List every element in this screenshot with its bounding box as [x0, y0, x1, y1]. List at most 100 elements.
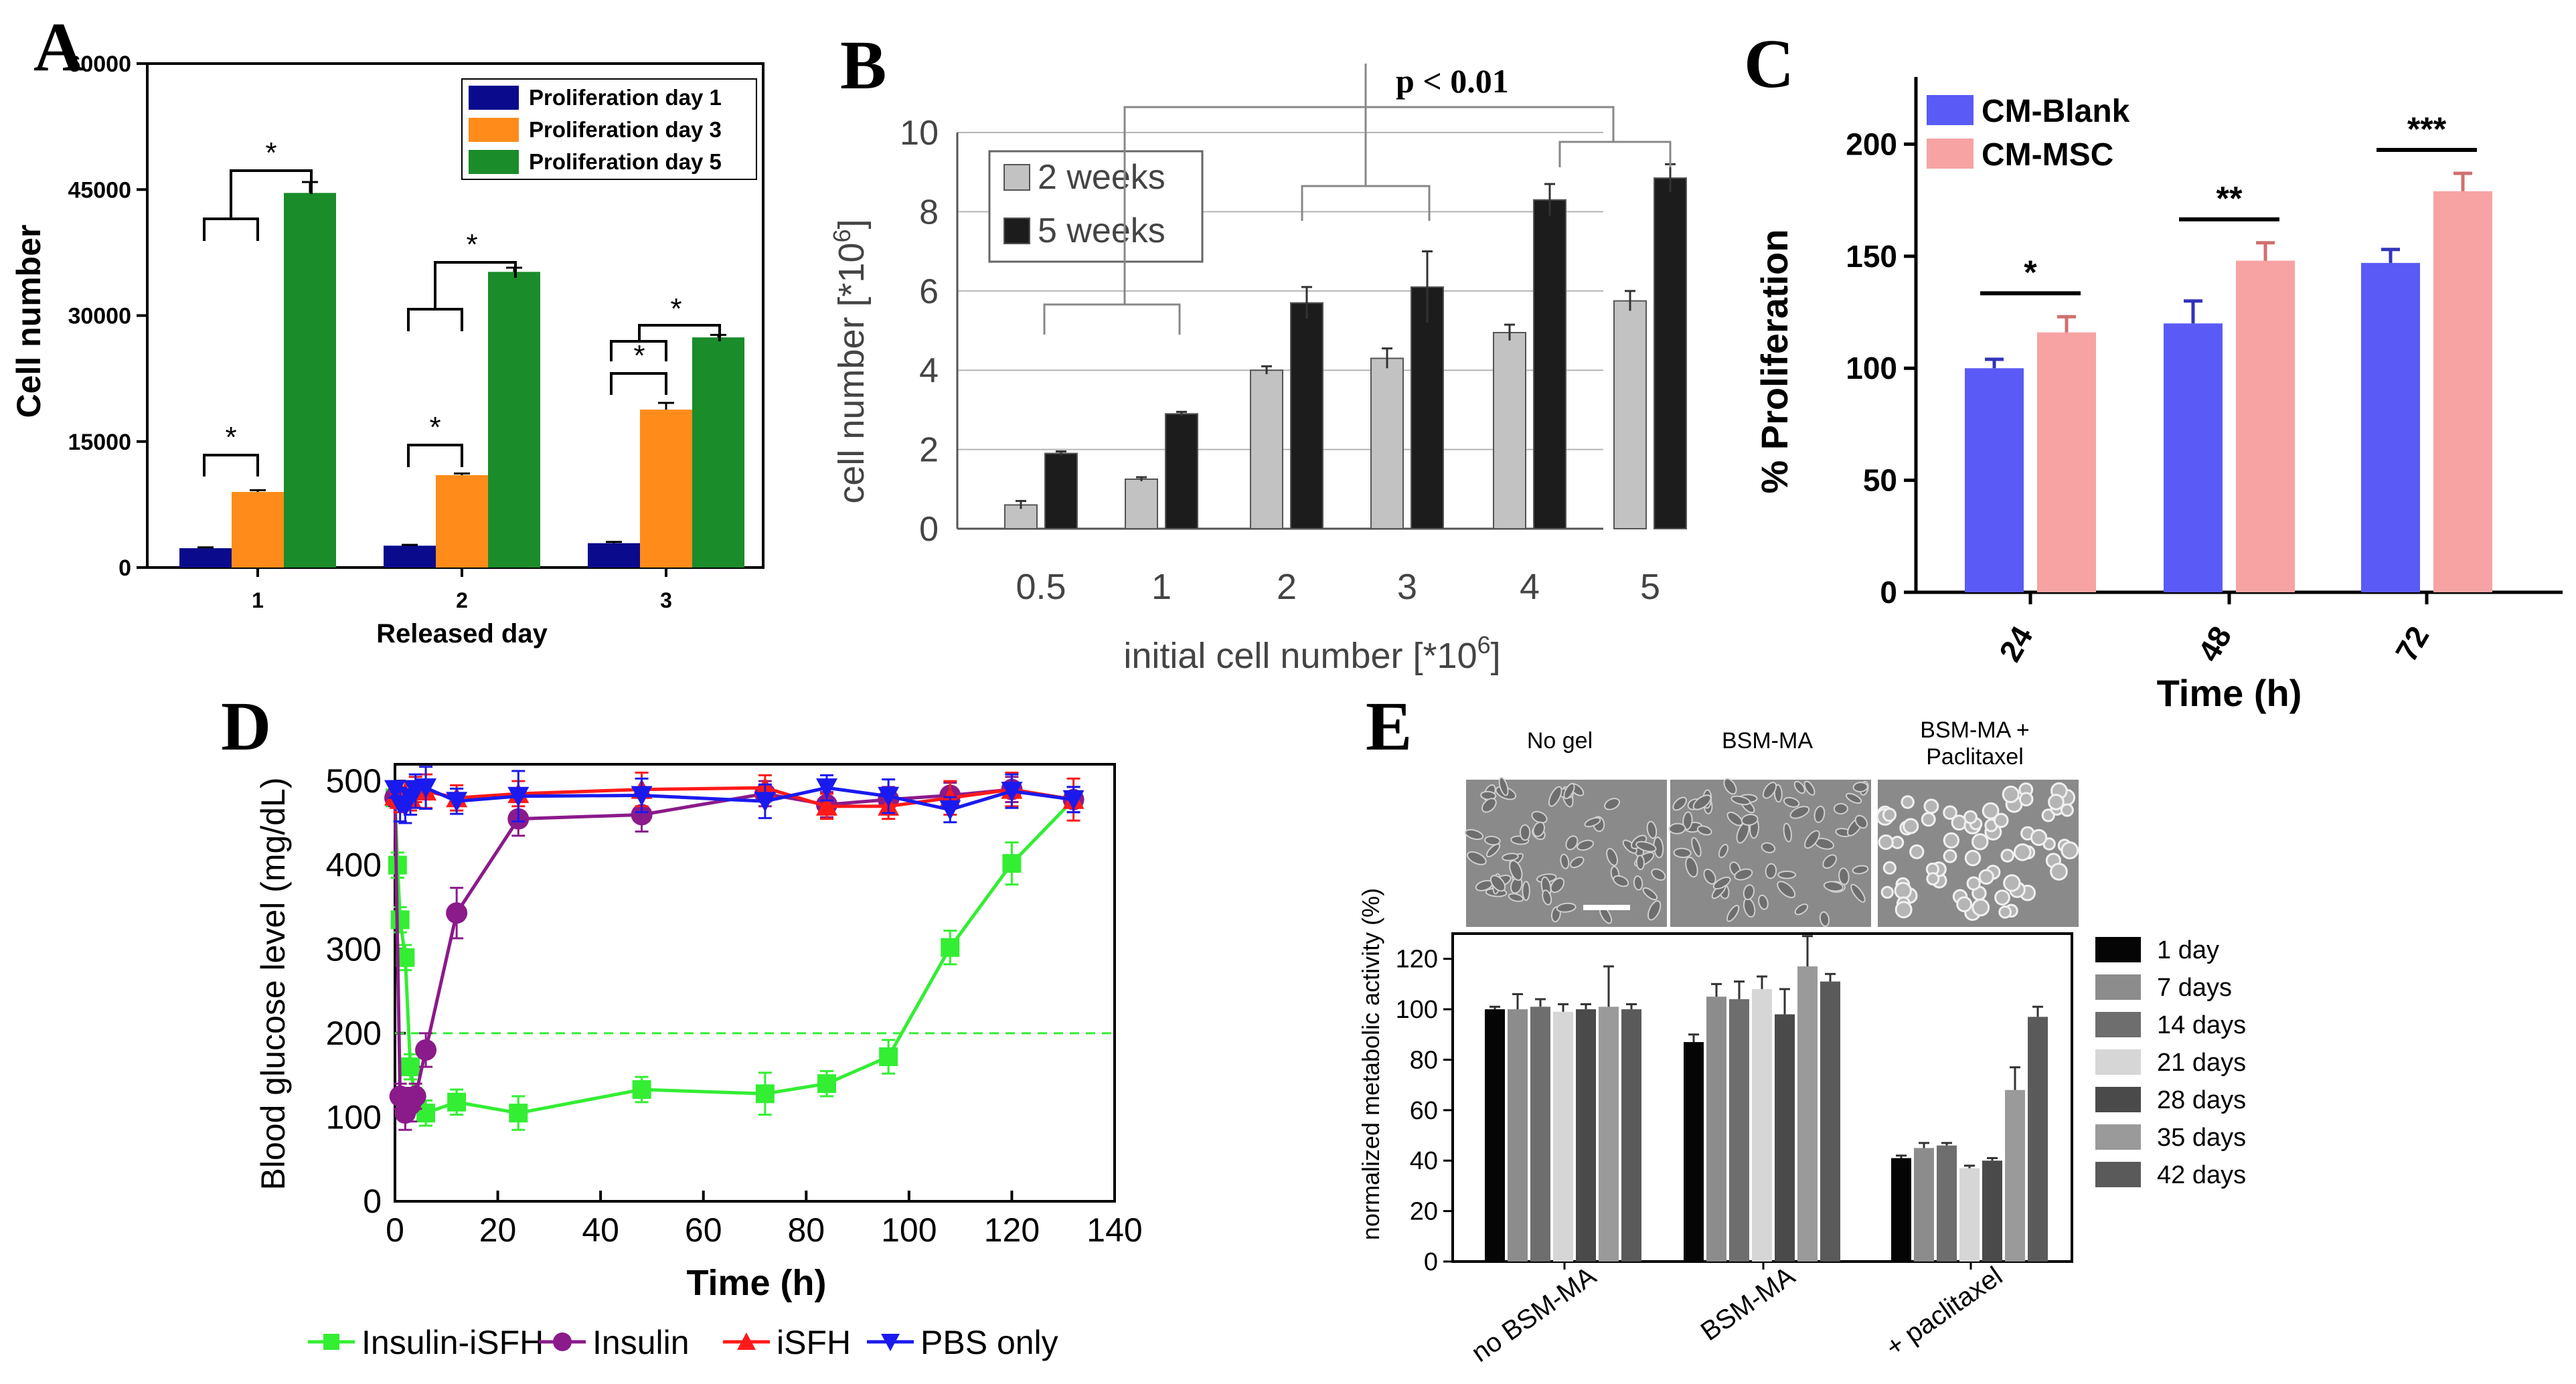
panel-a-xtick-label: 2	[456, 588, 468, 612]
panel-a-bar	[692, 337, 744, 568]
panel-b-legend-label: 2 weeks	[1038, 158, 1165, 197]
micrograph-cell	[1692, 794, 1712, 810]
micrograph-cell	[1882, 861, 1897, 875]
panel-b-xlabel-end: ]	[1491, 636, 1501, 676]
panel-d-marker	[754, 792, 776, 812]
panel-b-bar	[1125, 479, 1158, 529]
panel-a-xtick-label: 3	[660, 588, 672, 612]
micrograph-cell	[1819, 911, 1830, 927]
panel-e-bar	[1621, 1009, 1641, 1262]
micrograph-cell	[1485, 843, 1501, 858]
micrograph-cell	[1978, 869, 1994, 885]
panel-b-xtick-label: 5	[1640, 567, 1660, 607]
panel-a-significance-star: *	[633, 339, 645, 372]
panel-e-bar	[1530, 1007, 1550, 1262]
micrograph-cell	[1532, 821, 1545, 837]
micrograph-cell	[1783, 823, 1792, 843]
panel-label-e: E	[1366, 688, 1412, 765]
panel-e-xtick-label: no BSM-MA	[1466, 1261, 1601, 1368]
panel-d-ytick-label: 200	[326, 1015, 382, 1052]
panel-a-significance-bracket	[610, 372, 667, 395]
micrograph-cell	[1696, 825, 1712, 836]
micrograph-cell	[1464, 829, 1484, 841]
panel-d-line	[393, 788, 1074, 1118]
panel-c-significance-star: ***	[2407, 110, 2447, 148]
micrograph-cell	[1982, 802, 2000, 820]
panel-d-ytick-label: 0	[363, 1183, 382, 1220]
micrograph-cell	[1926, 872, 1940, 886]
panel-c-legend-label: CM-Blank	[1982, 94, 2130, 129]
panel-b-xlabel: initial cell number [*106]	[1123, 631, 1500, 676]
panel-d-marker	[404, 1086, 426, 1108]
panel-label-c: C	[1744, 25, 1794, 102]
panel-b-bracket	[1301, 185, 1431, 221]
panel-e-bar	[1937, 1145, 1957, 1262]
panel-e-legend-label: 35 days	[2157, 1124, 2246, 1152]
micrograph-cell	[1723, 778, 1737, 795]
micrograph-cell	[1777, 881, 1796, 899]
micrograph-cell	[1570, 856, 1585, 869]
micrograph-cell	[1943, 849, 1957, 863]
panel-c-xtick-label: 72	[2389, 620, 2436, 667]
panel-a-bar	[384, 545, 436, 568]
panel-a-bar	[232, 492, 284, 568]
panel-b-xtick-label: 3	[1397, 567, 1417, 607]
micrograph-cell	[2048, 794, 2065, 810]
panel-e-xtick-label: + paclitaxel	[1880, 1261, 2008, 1362]
panel-e-caption-bsm-ma: BSM-MA	[1722, 728, 1813, 754]
panel-c-bar	[2037, 332, 2096, 592]
micrograph-cell	[1712, 876, 1731, 890]
panel-d-legend-marker	[323, 1334, 339, 1350]
micrograph-cell	[1647, 900, 1662, 921]
micrograph-cell	[1793, 780, 1805, 794]
micrograph-cell	[1550, 877, 1565, 893]
panel-a-significance-star: *	[466, 228, 477, 261]
panel-e-bar	[1684, 1042, 1704, 1262]
panel-e-legend-swatch	[2095, 1049, 2141, 1075]
micrograph-cell	[1880, 885, 1894, 899]
micrograph-cell	[2061, 841, 2079, 859]
panel-c-significance-star: *	[2024, 254, 2037, 291]
panel-e-ytick-label: 60	[1410, 1097, 1438, 1125]
panel-e-legend-swatch	[2095, 1087, 2141, 1112]
micrograph-cell	[1484, 835, 1501, 846]
panel-e-bar	[1891, 1158, 1911, 1262]
panel-d-marker	[446, 792, 468, 812]
panel-d-marker	[1062, 790, 1084, 810]
micrograph-cell	[1814, 805, 1826, 823]
micrograph-cell	[2030, 829, 2048, 847]
panel-a-bar	[179, 548, 232, 568]
panel-b-ylabel: cell number [*106]	[828, 219, 872, 503]
panel-c-ylabel: % Proliferation	[1753, 229, 1795, 493]
panel-b-bracket	[1123, 106, 1615, 124]
panel-e-ytick-label: 80	[1410, 1046, 1438, 1074]
panel-b-ytick-label: 8	[919, 193, 939, 232]
micrograph-cell	[1762, 782, 1777, 799]
panel-d-marker	[755, 1084, 775, 1104]
panel-d-xtick-label: 60	[685, 1211, 722, 1249]
panel-e-bar	[1959, 1168, 1980, 1262]
panel-c-bar	[2433, 191, 2492, 592]
panel-b-bar	[1044, 452, 1078, 530]
micrograph-cell	[1703, 868, 1716, 885]
micrograph-scale-bar	[1583, 905, 1630, 910]
panel-b-legend-swatch	[1003, 164, 1030, 191]
micrograph-cell	[1635, 841, 1657, 853]
panel-a-significance-bracket	[407, 444, 463, 467]
panel-a-significance-star: *	[225, 421, 236, 454]
panel-d-xtick-label: 140	[1086, 1211, 1142, 1249]
panel-d-marker	[390, 910, 410, 930]
micrograph-cell	[1901, 795, 1915, 809]
panel-d-legend-label: Insulin	[592, 1324, 690, 1361]
micrograph-cell	[1502, 853, 1519, 861]
panel-e-legend-swatch	[2095, 1124, 2141, 1150]
micrograph-cell	[2000, 849, 2014, 863]
panel-d-xtick-label: 80	[787, 1211, 825, 1249]
panel-e-ytick-label: 20	[1410, 1198, 1438, 1226]
panel-a-bar	[588, 543, 640, 568]
panel-a-ytick-label: 60000	[68, 52, 131, 77]
panel-e-bar	[1729, 999, 1749, 1262]
micrograph-cell	[1691, 837, 1702, 857]
micrograph-cell	[2013, 843, 2032, 861]
panel-c-bar	[2236, 260, 2295, 592]
